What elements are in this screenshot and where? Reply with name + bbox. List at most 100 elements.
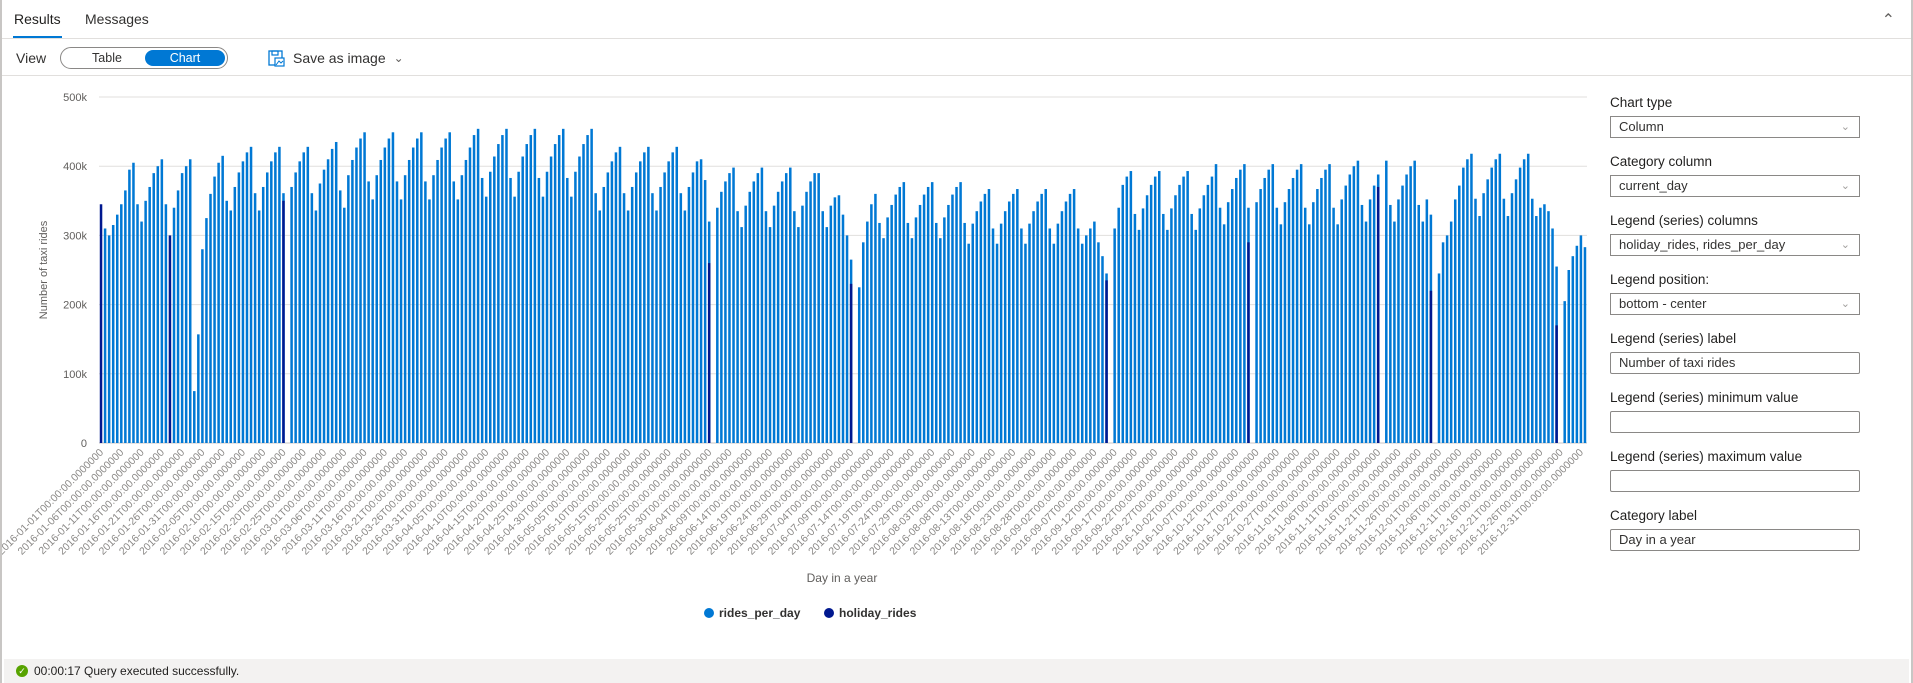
bar-rides-per-day [776,191,780,443]
x-axis-title: Day in a year [807,571,878,585]
bar-rides-per-day [298,161,301,443]
bar-rides-per-day [606,172,610,443]
view-chart-option[interactable]: Chart [145,50,225,66]
bar-rides-per-day [1405,174,1408,443]
view-toggle[interactable]: Table Chart [60,47,228,69]
bar-rides-per-day [1320,177,1323,443]
bar-rides-per-day [371,199,374,443]
legend-min-input[interactable] [1610,411,1860,433]
bar-rides-per-day [1482,193,1485,443]
bar-rides-per-day [1563,301,1566,443]
bar-holiday-rides [282,200,285,443]
legend-swatch-rides [704,608,714,618]
bar-rides-per-day [1255,202,1258,443]
bar-rides-per-day [1182,176,1185,443]
legend-position-dropdown[interactable]: bottom - center ⌄ [1610,293,1860,315]
bar-rides-per-day [326,159,330,443]
bar-rides-per-day [1332,207,1335,443]
bar-rides-per-day [1007,201,1011,443]
legend: rides_per_day holiday_rides [704,606,917,620]
legend-columns-dropdown[interactable]: holiday_rides, rides_per_day ⌄ [1610,234,1860,256]
bar-rides-per-day [667,161,670,443]
bar-rides-per-day [1547,211,1550,443]
category-label-input[interactable]: Day in a year [1610,529,1860,551]
bar-rides-per-day [525,144,529,443]
bar-rides-per-day [132,162,135,443]
bar-rides-per-day [343,207,346,443]
bar-rides-per-day [1275,207,1279,443]
legend-item-rides-per-day[interactable]: rides_per_day [704,606,801,620]
save-as-image-button[interactable]: Save as image ⌄ [268,47,404,69]
bar-rides-per-day [456,199,460,443]
bar-rides-per-day [1117,207,1120,443]
bar-rides-per-day [197,334,200,443]
bar-rides-per-day [1571,256,1575,443]
legend-item-holiday-rides[interactable]: holiday_rides [824,606,917,620]
bar-rides-per-day [1235,177,1238,443]
bar-rides-per-day [1202,195,1206,443]
save-image-icon [268,49,285,67]
bar-rides-per-day [1425,199,1429,443]
tab-messages[interactable]: Messages [85,11,149,27]
category-column-dropdown[interactable]: current_day ⌄ [1610,175,1860,197]
bar-rides-per-day [1133,213,1137,443]
bar-rides-per-day [1364,221,1368,443]
bar-rides-per-day [1522,159,1526,443]
bar-rides-per-day [566,177,569,443]
bar-rides-per-day [501,135,504,443]
bar-rides-per-day [1044,189,1047,443]
bar-rides-per-day [1397,199,1400,443]
save-as-image-label: Save as image [293,50,386,66]
bar-rides-per-day [634,172,638,443]
bar-rides-per-day [622,193,626,443]
bar-rides-per-day [574,171,577,443]
bar-rides-per-day [1012,193,1015,443]
bar-rides-per-day [716,207,719,443]
bar-rides-per-day [347,175,350,444]
bar-rides-per-day [598,210,601,443]
bar-rides-per-day [793,211,796,443]
bar-holiday-rides [707,263,711,443]
bar-rides-per-day [967,243,970,443]
bar-rides-per-day [679,193,683,443]
y-tick-label: 200k [63,300,87,312]
bar-rides-per-day [1385,160,1388,443]
bar-rides-per-day [509,177,512,443]
bar-rides-per-day [955,186,958,443]
bar-rides-per-day [740,227,743,443]
bar-rides-per-day [1478,216,1481,443]
category-label-label: Category label [1610,508,1698,523]
bar-rides-per-day [148,186,151,443]
bar-holiday-rides [849,283,853,443]
bar-rides-per-day [618,146,622,443]
tab-results[interactable]: Results [13,11,62,38]
chart-type-dropdown[interactable]: Column ⌄ [1610,116,1860,138]
legend-label-label: Legend (series) label [1610,331,1737,346]
bar-rides-per-day [1157,171,1161,443]
bar-rides-per-day [947,204,950,443]
legend-max-input[interactable] [1610,470,1860,492]
chart-type-label: Chart type [1610,95,1673,110]
bar-rides-per-day [164,204,168,443]
column-chart: Number of taxi rides 0 100k 200k 300k 400k 50… [2,92,1587,620]
bar-rides-per-day [1214,164,1218,443]
bar-holiday-rides [99,204,103,443]
bar-rides-per-day [529,135,533,443]
y-tick-label: 500k [63,92,87,104]
bar-rides-per-day [1543,204,1546,443]
bar-rides-per-day [902,182,906,443]
bar-rides-per-day [541,196,545,443]
bar-rides-per-day [217,162,220,443]
bar-rides-per-day [724,181,727,443]
bar-rides-per-day [209,193,212,443]
category-column-label: Category column [1610,154,1713,169]
chevron-down-icon: ⌄ [1840,121,1850,133]
bar-rides-per-day [180,173,184,443]
legend-label-input[interactable]: Number of taxi rides [1610,352,1860,374]
bar-rides-per-day [249,146,253,443]
view-table-option[interactable]: Table [92,51,122,65]
chevron-up-icon[interactable]: ⌃ [1881,12,1895,29]
bar-rides-per-day [1267,169,1270,443]
bar-rides-per-day [752,181,756,443]
